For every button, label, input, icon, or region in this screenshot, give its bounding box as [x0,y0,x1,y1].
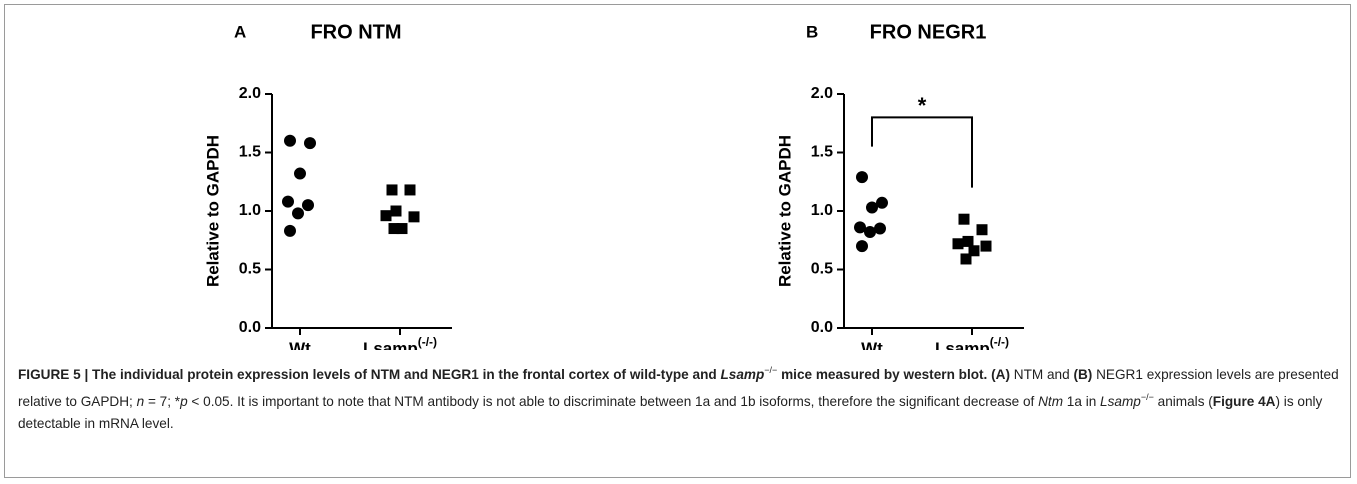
caption-run: FIGURE 5 | The individual protein expres… [18,367,721,382]
caption-run: animals ( [1153,394,1213,409]
caption: FIGURE 5 | The individual protein expres… [18,359,1343,435]
caption-run: −/− [764,365,778,375]
y-tick-label: 1.0 [239,202,261,219]
caption-run: Lsamp [720,367,765,382]
data-point [960,253,972,265]
data-point [976,224,988,236]
data-point [284,134,296,147]
data-point [396,223,408,235]
data-point [854,221,866,234]
y-tick-label: 0.5 [811,261,833,278]
x-tick-label: Wt [289,339,311,350]
caption-run: Lsamp [1100,394,1141,409]
caption-run: < 0.05. It is important to note that NTM… [187,394,1039,409]
y-tick-label: 0.0 [811,319,833,336]
data-point [874,222,886,235]
category-name: Wt [861,339,883,350]
significance-bracket [871,116,973,188]
data-point [968,245,980,257]
data-point [380,210,392,222]
data-point [292,207,304,220]
data-point [386,184,398,196]
data-point [390,205,402,217]
caption-run: Ntm [1038,394,1064,409]
caption-run: p [180,394,188,409]
y-tick-label: 1.5 [811,144,833,161]
y-tick-label: 0.0 [239,319,261,336]
category-name: Lsamp [363,339,418,350]
figure: A FRO NTM Relative to GAPDH 0.0 0.5 1.0 1.5 2.0… [203,21,1024,350]
caption-run: 1a in [1063,394,1101,409]
caption-run: mice measured by western blot. (A) [777,367,1010,382]
chart-title: FRO NEGR1 [870,21,987,43]
data-point [404,184,416,196]
category-superscript: (-/-) [990,335,1009,349]
data-point [408,211,420,223]
data-point [294,167,306,180]
data-point [864,226,876,239]
y-tick-label: 2.0 [239,85,261,102]
panel-label: B [806,22,818,41]
data-point [980,240,992,252]
caption-run: = 7; * [144,394,181,409]
data-point [302,199,314,212]
category-name: Lsamp [935,339,990,350]
data-point [388,223,400,235]
y-tick-label: 0.5 [239,261,261,278]
y-axis-label: Relative to GAPDH [203,135,222,287]
data-point [282,195,294,208]
significance-marker: * [918,93,927,118]
data-point [876,196,888,209]
category-name: Wt [289,339,311,350]
caption-run: n [136,394,145,409]
data-point [952,238,964,250]
y-tick-label: 1.0 [811,202,833,219]
data-point [866,201,878,214]
caption-run: (B) [1073,367,1093,382]
figure-frame [4,4,1351,478]
y-axis-label: Relative to GAPDH [775,135,794,287]
category-superscript: (-/-) [418,335,437,349]
data-point [962,235,974,247]
data-point [856,240,868,253]
chart-title: FRO NTM [310,21,401,43]
x-tick-label: Wt [861,339,883,350]
data-point [856,171,868,184]
y-tick-label: 1.5 [239,144,261,161]
caption-run: NEGR1 expression levels are presented re… [18,367,1339,409]
data-point [304,137,316,150]
x-tick-label: Lsamp(-/-) [363,335,437,350]
panel-label: A [234,22,246,41]
x-tick-label: Lsamp(-/-) [935,335,1009,350]
caption-run: Figure 4A [1212,394,1276,409]
data-point [958,213,970,225]
caption-run: ) is only detectable in mRNA level. [18,394,1323,431]
caption-run: −/− [1140,392,1154,402]
caption-run: NTM and [1009,367,1074,382]
y-tick-label: 2.0 [811,85,833,102]
data-point [284,224,296,237]
